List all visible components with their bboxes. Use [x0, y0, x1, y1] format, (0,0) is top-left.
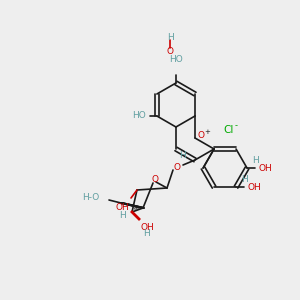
Text: H: H: [241, 175, 248, 184]
Text: HO: HO: [169, 55, 183, 64]
Text: O: O: [173, 164, 181, 172]
Text: H: H: [180, 151, 186, 160]
Text: Cl: Cl: [223, 125, 233, 135]
Text: HO: HO: [132, 112, 146, 121]
Text: OH: OH: [247, 183, 261, 192]
Text: -: -: [235, 122, 238, 130]
Text: OH: OH: [115, 203, 129, 212]
Text: O: O: [197, 130, 204, 140]
Text: H-O: H-O: [82, 194, 99, 202]
Text: O: O: [167, 47, 173, 56]
Text: ell: ell: [134, 206, 140, 211]
Text: O: O: [152, 176, 158, 184]
Text: OH: OH: [258, 164, 272, 172]
Text: H: H: [144, 230, 150, 238]
Text: OH: OH: [140, 223, 154, 232]
Text: H: H: [252, 156, 258, 165]
Text: H: H: [118, 211, 125, 220]
Text: +: +: [204, 129, 210, 135]
Text: H: H: [167, 32, 173, 41]
